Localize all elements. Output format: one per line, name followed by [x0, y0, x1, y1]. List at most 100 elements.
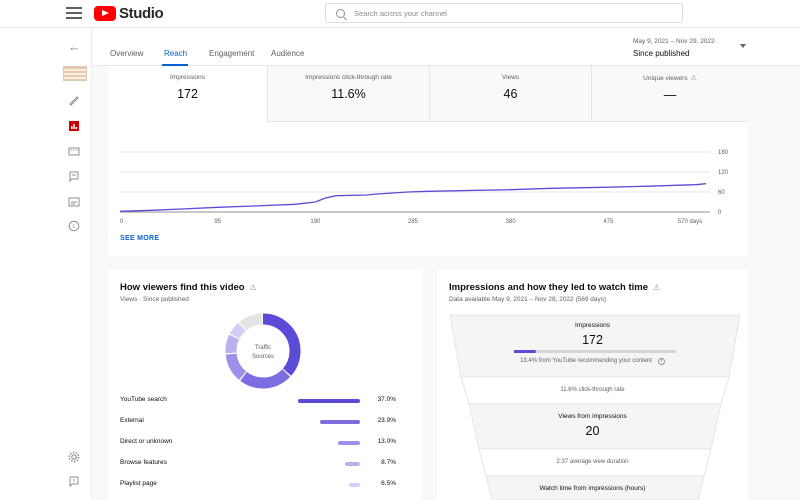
- warning-icon: ⚠: [653, 283, 661, 292]
- search-box[interactable]: [325, 3, 683, 23]
- card-subtitle: Views · Since published: [120, 296, 189, 303]
- tab-audience[interactable]: Audience: [271, 49, 305, 58]
- impressions-series-line[interactable]: [119, 183, 707, 212]
- x-tick-label: 190: [310, 219, 321, 225]
- x-tick-label: 570 days: [678, 219, 702, 225]
- donut-slice[interactable]: [225, 313, 301, 389]
- x-tick-label: 475: [603, 219, 614, 225]
- search-input[interactable]: [354, 8, 654, 18]
- funnel-shape: [449, 314, 741, 500]
- chevron-down-icon[interactable]: [740, 44, 746, 48]
- x-tick-label: 0: [120, 219, 124, 225]
- studio-logo[interactable]: Studio: [94, 5, 164, 22]
- metric-label: Unique viewers: [643, 75, 688, 82]
- impressions-funnel-card: Impressions and how they led to watch ti…: [437, 269, 748, 500]
- metric-label: Impressions click-through rate: [305, 74, 392, 81]
- back-arrow-icon[interactable]: ←: [68, 39, 81, 54]
- editor-icon[interactable]: [68, 145, 80, 157]
- traffic-source-pct: 37.0%: [377, 396, 396, 403]
- traffic-source-bar: [349, 483, 360, 487]
- traffic-source-row[interactable]: Playlist page 6.5%: [120, 480, 410, 490]
- video-thumbnail[interactable]: [63, 66, 87, 81]
- traffic-source-row[interactable]: Direct or unknown 13.0%: [120, 438, 410, 448]
- avd-text: 2:37 average view duration: [556, 459, 629, 465]
- x-tick-label: 95: [214, 219, 221, 225]
- see-more-link[interactable]: SEE MORE: [120, 235, 160, 242]
- logo-text: Studio: [119, 5, 164, 22]
- funnel-impressions-value: 172: [582, 333, 603, 347]
- donut-slice[interactable]: [225, 313, 301, 389]
- y-tick-label: 0: [718, 210, 722, 216]
- analytics-icon[interactable]: [68, 120, 80, 132]
- donut-label-line-2: Sources: [252, 354, 274, 360]
- hamburger-menu-icon[interactable]: [66, 7, 82, 21]
- metric-value: —: [663, 88, 677, 102]
- tab-overview[interactable]: Overview: [110, 49, 144, 58]
- warning-icon: ⚠: [249, 283, 257, 292]
- traffic-source-label: Direct or unknown: [120, 438, 173, 445]
- pencil-icon[interactable]: [68, 94, 80, 106]
- traffic-source-label: YouTube search: [120, 396, 167, 403]
- card-title: Impressions and how they led to watch ti…: [449, 282, 649, 293]
- metric-label: Views: [501, 74, 520, 81]
- metric-impressions[interactable]: Impressions 172: [108, 66, 268, 122]
- funnel-watch-label: Watch time from impressions (hours): [539, 485, 646, 492]
- recommend-bar-fill: [514, 350, 536, 353]
- comments-icon[interactable]: [68, 170, 80, 182]
- x-tick-label: 285: [408, 219, 419, 225]
- traffic-source-row[interactable]: YouTube search 37.0%: [120, 396, 410, 406]
- y-tick-label: 120: [718, 170, 729, 176]
- traffic-source-row[interactable]: Browse features 8.7%: [120, 459, 410, 469]
- warning-icon: ⚠: [690, 75, 697, 82]
- traffic-source-pct: 23.9%: [377, 417, 396, 424]
- y-tick-label: 180: [718, 150, 729, 156]
- settings-gear-icon[interactable]: [68, 451, 80, 463]
- left-rail: ← c: [0, 28, 92, 500]
- info-icon[interactable]: i: [657, 358, 665, 365]
- traffic-source-bar: [338, 441, 360, 445]
- recommend-bar-track: [514, 350, 676, 353]
- traffic-source-pct: 6.5%: [381, 480, 396, 487]
- subtitles-icon[interactable]: [68, 196, 80, 208]
- recommend-text: 13.4% from YouTube recommending your con…: [520, 358, 652, 364]
- feedback-icon[interactable]: [68, 476, 80, 488]
- traffic-donut-chart: Traffic Sources: [225, 313, 301, 389]
- date-range-label: Since published: [633, 49, 690, 58]
- traffic-source-bar: [319, 420, 360, 424]
- card-title: How viewers find this video: [120, 282, 245, 293]
- traffic-source-pct: 13.0%: [377, 438, 396, 445]
- traffic-source-label: Browse features: [120, 459, 167, 466]
- ctr-text: 11.6% click-through rate: [560, 387, 625, 393]
- search-icon[interactable]: [336, 8, 345, 18]
- funnel-impressions-label: Impressions: [574, 322, 611, 329]
- impressions-line-chart: 180 120 60 0 0 95 190 285 380 475 570 days: [119, 150, 729, 225]
- tab-reach[interactable]: Reach: [164, 49, 188, 58]
- traffic-source-bar: [298, 399, 360, 403]
- donut-label-line-1: Traffic: [255, 345, 271, 351]
- y-tick-label: 60: [718, 190, 725, 196]
- traffic-source-label: Playlist page: [120, 480, 157, 487]
- top-bar: Studio: [0, 0, 800, 28]
- traffic-source-bar: [345, 462, 360, 466]
- traffic-source-label: External: [120, 417, 144, 424]
- metric-views[interactable]: Views 46: [430, 66, 592, 122]
- metric-label: Impressions: [169, 74, 206, 81]
- traffic-sources-card: How viewers find this video ⚠ Views · Sin…: [108, 269, 422, 500]
- x-tick-label: 380: [506, 219, 517, 225]
- tab-engagement[interactable]: Engagement: [209, 49, 255, 58]
- svg-text:c: c: [72, 223, 75, 230]
- date-range-dates: May 9, 2021 – Nov 29, 2022: [633, 38, 715, 45]
- metric-value: 172: [177, 87, 198, 101]
- analytics-header: Overview Reach Engagement Audience May 9…: [93, 28, 800, 66]
- donut-slice[interactable]: [225, 313, 301, 389]
- card-subtitle: Data available May 9, 2021 – Nov 28, 202…: [449, 296, 607, 303]
- traffic-source-pct: 8.7%: [381, 459, 396, 466]
- funnel-views-label: Views from impressions: [558, 413, 627, 420]
- metric-unique-viewers[interactable]: Unique viewers ⚠ —: [592, 66, 748, 122]
- traffic-source-row[interactable]: External 23.9%: [120, 417, 410, 427]
- funnel-views-value: 20: [585, 424, 600, 438]
- copyright-icon[interactable]: c: [68, 220, 80, 232]
- metric-value: 11.6%: [331, 87, 366, 101]
- metric-impressions-ctr[interactable]: Impressions click-through rate 11.6%: [268, 66, 430, 122]
- date-range-picker[interactable]: May 9, 2021 – Nov 29, 2022 Since publish…: [633, 38, 715, 58]
